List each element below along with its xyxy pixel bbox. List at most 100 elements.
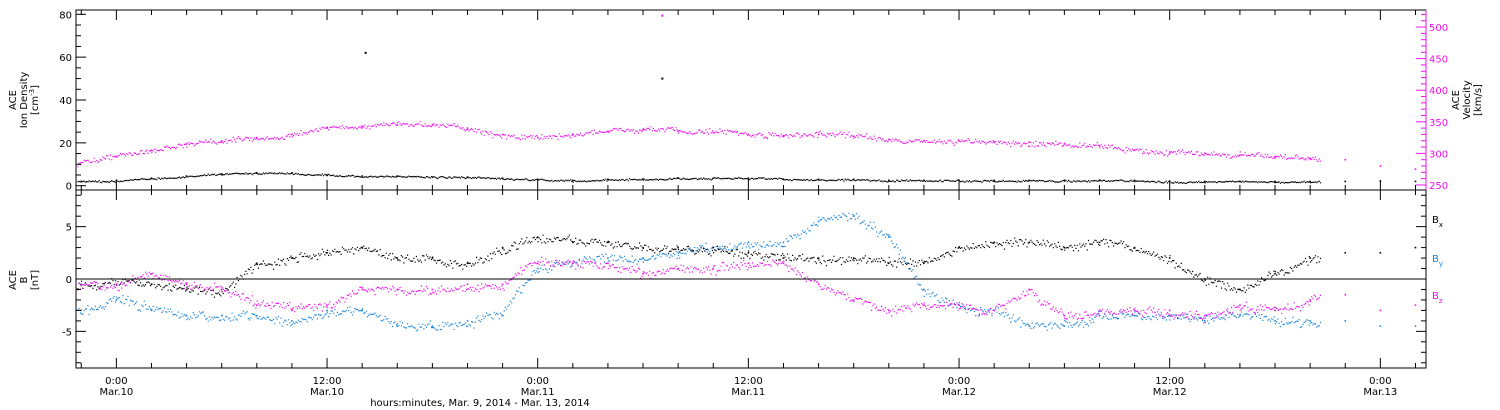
data-point [1414,325,1417,327]
data-point [115,299,118,301]
data-point [80,283,83,286]
data-point [852,178,855,181]
data-point [185,143,188,145]
velocity-tick-label: 400 [1429,86,1448,97]
bx-series-Bx [77,234,1417,298]
data-point [817,178,820,181]
density-tick-label: 0 [66,182,72,193]
b-tick-label: 0 [66,275,72,286]
data-point [923,304,925,306]
data-point [431,325,434,327]
density-tick-label: 60 [59,53,72,64]
data-point [1379,165,1382,167]
by-scatter-cloud [77,212,1322,332]
data-point [536,178,539,181]
data-point [642,257,644,259]
bx-scatter-cloud [77,234,1322,298]
velocity-tick-label: 250 [1429,181,1448,192]
data-point [1414,246,1417,249]
b-tick-label: 5 [66,223,72,234]
date-tick-label: Mar.10 [310,387,344,398]
date-tick-label: Mar.10 [99,387,133,398]
density-axis-label: ACE Ion Density [cm-3] [8,72,41,129]
time-axis-title: hours:minutes, Mar. 9, 2014 - Mar. 13, 2… [370,398,590,409]
data-point [747,252,750,254]
data-point [1274,180,1276,183]
date-tick-label: Mar.13 [1363,387,1397,398]
data-point [888,236,890,238]
data-point [958,304,960,306]
data-point [572,179,574,182]
data-point [1063,314,1066,317]
data-point [1204,320,1206,322]
data-point [1274,320,1276,322]
data-point [607,241,609,244]
density-axis-label-line: Ion Density [19,72,30,129]
data-point [256,304,258,306]
data-point [923,262,925,265]
data-point [361,246,363,249]
outlier-point [661,14,664,17]
data-point [396,124,399,126]
data-point [326,174,328,176]
data-point [852,135,855,138]
data-point [115,283,118,286]
b-axis-label-line: ACE [8,270,19,290]
date-tick-label: Mar.12 [942,387,976,398]
data-point [1344,252,1347,254]
data-point [888,309,890,312]
data-point [1063,246,1066,249]
data-point [150,309,153,312]
data-point [1344,158,1347,161]
data-point [1133,309,1136,312]
data-point [1239,154,1241,157]
time-tick-label: 0:00 [526,376,548,387]
data-point [80,309,83,312]
data-point [993,141,995,143]
data-point [1098,241,1101,244]
data-point [747,177,750,180]
data-point [1344,293,1347,296]
data-point [782,241,785,244]
data-point [1204,180,1206,183]
data-layer [77,14,1417,332]
density-scatter-cloud [77,172,1322,185]
data-point [326,127,328,129]
data-point [888,179,890,182]
velocity-tick-label: 350 [1429,118,1448,129]
data-point [1344,320,1347,322]
data-point [1168,309,1171,312]
data-point [607,257,609,259]
density-axis-label-line: ACE [8,90,19,110]
data-point [361,125,363,128]
data-point [1063,179,1066,182]
axes-layer [76,10,1427,368]
data-point [256,314,258,317]
date-tick-label: Mar.12 [1153,387,1187,398]
data-point [466,283,469,286]
data-point [852,257,855,259]
data-point [1133,314,1136,317]
data-point [1168,151,1171,153]
bz-series-Bz [77,256,1417,324]
data-point [607,262,609,265]
data-point [712,246,715,249]
data-point [852,299,855,301]
velocity-axis-label-line: [km/s] [1473,84,1484,116]
data-point [923,288,925,291]
data-point [220,139,223,142]
data-point [396,325,399,327]
data-point [747,241,750,244]
data-point [782,262,785,265]
data-point [185,283,188,286]
legend-bz: Bz [1432,291,1443,305]
data-point [291,309,293,312]
density-tick-label: 80 [59,10,72,21]
data-point [1239,314,1241,317]
data-point [642,246,644,249]
velocity-scatter-cloud [77,121,1322,168]
data-point [326,252,328,254]
date-tick-label: Mar.11 [731,387,765,398]
date-tick-label: Mar.11 [521,387,555,398]
data-point [326,309,328,312]
